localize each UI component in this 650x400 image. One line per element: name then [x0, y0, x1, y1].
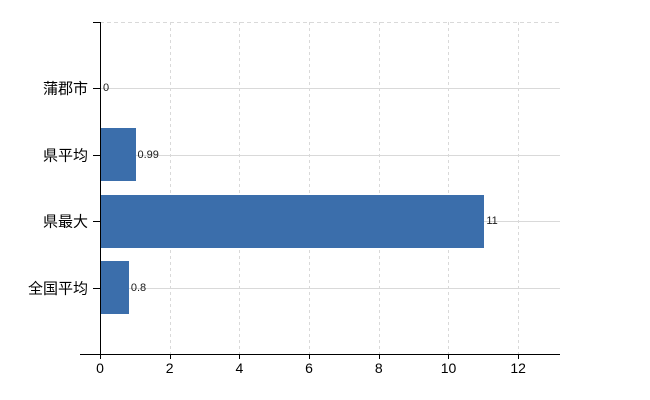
grid-line-vertical: [378, 22, 380, 354]
x-tick-label: 0: [96, 360, 104, 376]
grid-line-vertical: [239, 22, 241, 354]
x-tick-label: 10: [440, 360, 457, 376]
grid-line-horizontal: [100, 287, 560, 289]
bar-value-label: 0: [103, 82, 110, 95]
x-tick-label: 12: [510, 360, 526, 376]
x-axis-tick: [309, 354, 311, 359]
grid-line-horizontal: [100, 88, 560, 90]
x-tick-label: 6: [305, 360, 313, 376]
y-axis-tick: [93, 287, 100, 289]
grid-line-vertical: [309, 22, 311, 354]
x-axis-tick: [169, 354, 171, 359]
x-axis-line: [80, 354, 560, 355]
x-axis-tick: [239, 354, 241, 359]
bar: [101, 194, 485, 248]
grid-line-vertical: [169, 22, 171, 354]
bar-value-label: 0.8: [130, 281, 147, 294]
bar: [101, 261, 129, 315]
category-label: 全国平均: [27, 280, 88, 298]
x-axis-tick: [448, 354, 450, 359]
y-axis-top-tick: [93, 22, 100, 23]
grid-line-vertical: [448, 22, 450, 354]
category-label: 県最大: [42, 213, 88, 231]
x-tick-label: 4: [235, 360, 244, 376]
plot-top-border: [100, 22, 560, 23]
category-label: 蒲郡市: [42, 80, 88, 98]
x-axis-tick: [378, 354, 380, 359]
y-axis-tick: [93, 88, 100, 90]
x-axis-tick: [518, 354, 520, 359]
y-axis-tick: [93, 154, 100, 156]
y-axis-tick: [93, 221, 100, 223]
y-axis-line: [100, 22, 101, 358]
grid-line-vertical: [518, 22, 520, 354]
bar-value-label: 11: [486, 215, 498, 228]
category-label: 県平均: [42, 147, 88, 165]
x-tick-label: 2: [165, 360, 174, 376]
x-tick-label: 8: [374, 360, 383, 376]
grid-line-horizontal: [100, 154, 560, 156]
bar-value-label: 0.99: [137, 148, 159, 161]
bar: [101, 128, 136, 182]
